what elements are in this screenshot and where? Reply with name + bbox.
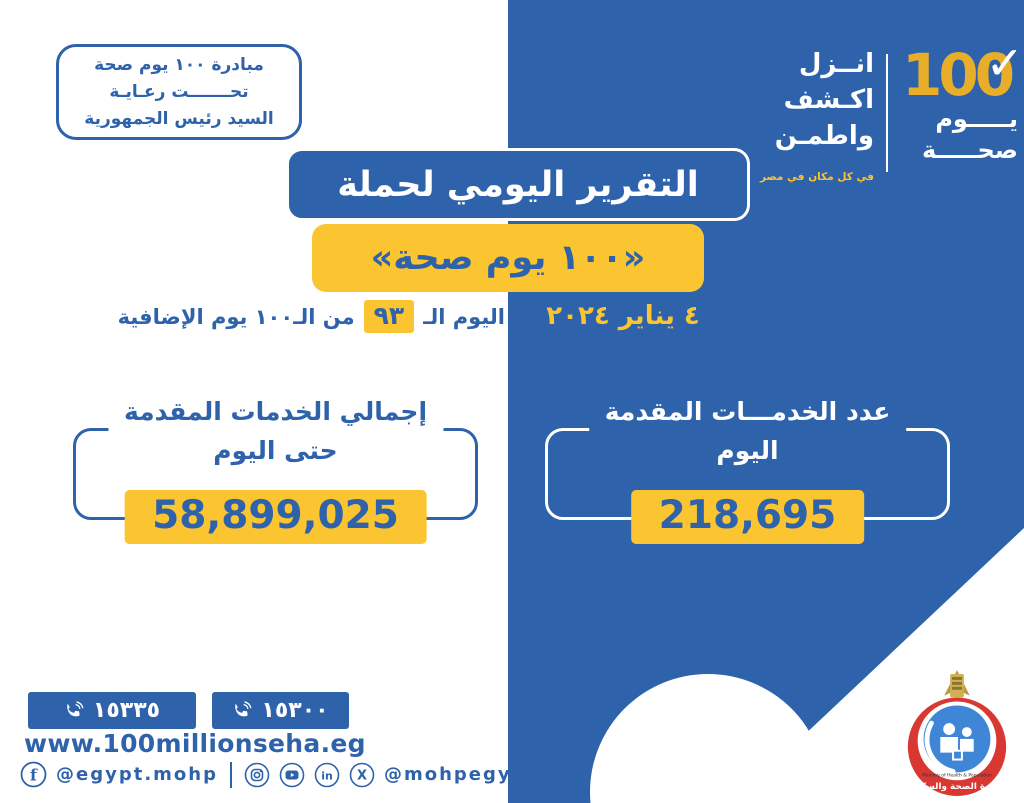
patron-box: مبادرة ١٠٠ يوم صحة تحـــــــت رعـايـة ال… — [56, 44, 302, 140]
patron-line: تحـــــــت رعـايـة — [109, 82, 249, 102]
social-media-bar: f @egypt.mohp in X @mohpegypt — [20, 761, 537, 788]
slogan-line: انــزل — [798, 49, 874, 79]
stat-total-value: 58,899,025 — [124, 490, 427, 544]
logo-word-health: صحـــــة — [921, 136, 1018, 164]
divider — [229, 761, 232, 788]
logo-100-text: 100 — [902, 41, 1015, 109]
x-twitter-icon: X — [349, 762, 375, 787]
stat-today-services: عدد الخدمـــات المقدمة اليوم 218,695 — [545, 392, 950, 557]
phone-icon — [67, 700, 84, 716]
facebook-icon: f — [20, 761, 47, 788]
stat-today-title: عدد الخدمـــات المقدمة اليوم — [588, 392, 907, 470]
eagle-emblem — [944, 670, 970, 698]
ministry-name-english: Ministry of Health & Population — [922, 772, 992, 778]
phone-icon — [235, 700, 252, 716]
slogan-line: واطمـن — [774, 121, 874, 151]
day-counter: اليوم الـ ٩٣ من الـ١٠٠ يوم الإضافية — [118, 300, 505, 333]
svg-text:f: f — [30, 766, 38, 785]
family-figures — [940, 723, 974, 761]
ministry-name-arabic: وزارة الصحة والسكان — [910, 782, 1004, 792]
campaign-slogan: انــزل اكـشف واطمـن في كل مكان في مصر — [758, 46, 874, 195]
youtube-icon — [279, 762, 305, 787]
stat-today-value: 218,695 — [630, 490, 865, 544]
patron-line: السيد رئيس الجمهورية — [84, 109, 274, 129]
slogan-line: اكـشف — [783, 85, 874, 115]
instagram-icon — [244, 762, 270, 787]
hotline-number: ١٥٣٣٥ — [92, 698, 161, 723]
patron-line: مبادرة ١٠٠ يوم صحة — [94, 55, 264, 75]
campaign-title: «١٠٠ يوم صحة» — [312, 224, 704, 292]
stat-title-line: حتى اليوم — [213, 436, 338, 465]
logo-100-days: 100 ✓ يـــــوم صحـــــة — [900, 36, 1024, 166]
svg-text:in: in — [321, 769, 333, 782]
logo-100-number: 100 ✓ — [900, 36, 1024, 104]
slogan-subtitle: في كل مكان في مصر — [760, 171, 874, 183]
day-number-badge: ٩٣ — [363, 300, 415, 333]
svg-text:X: X — [357, 768, 367, 783]
stat-total-services: إجمالي الخدمات المقدمة حتى اليوم 58,899,… — [73, 392, 478, 557]
website-url: www.100millionseha.eg — [24, 729, 366, 758]
hotline-15300: ١٥٣٠٠ — [212, 692, 349, 729]
campaign-brand: انــزل اكـشف واطمـن في كل مكان في مصر 10… — [758, 36, 1024, 195]
stat-total-title: إجمالي الخدمات المقدمة حتى اليوم — [107, 392, 444, 470]
other-socials-handle: @mohpegypt — [383, 764, 538, 785]
divider — [886, 54, 888, 172]
day-counter-prefix: اليوم الـ — [423, 304, 505, 329]
stat-title-line: إجمالي الخدمات المقدمة — [123, 397, 428, 426]
checkmark-icon: ✓ — [985, 36, 1023, 90]
stat-title-line: اليوم — [716, 436, 779, 465]
hotline-15335: ١٥٣٣٥ — [28, 692, 196, 729]
linkedin-icon: in — [314, 762, 340, 787]
day-counter-suffix: من الـ١٠٠ يوم الإضافية — [117, 304, 355, 329]
stat-title-line: عدد الخدمـــات المقدمة — [604, 397, 891, 426]
logo-word-day: يـــــوم — [935, 105, 1018, 133]
report-date: ٤ يناير ٢٠٢٤ — [546, 301, 700, 331]
report-title: التقرير اليومي لحملة — [286, 148, 750, 221]
hotline-number: ١٥٣٠٠ — [261, 698, 329, 723]
ministry-of-health-logo: Ministry of Health & Population وزارة ال… — [907, 670, 1007, 796]
facebook-handle: @egypt.mohp — [56, 764, 218, 785]
